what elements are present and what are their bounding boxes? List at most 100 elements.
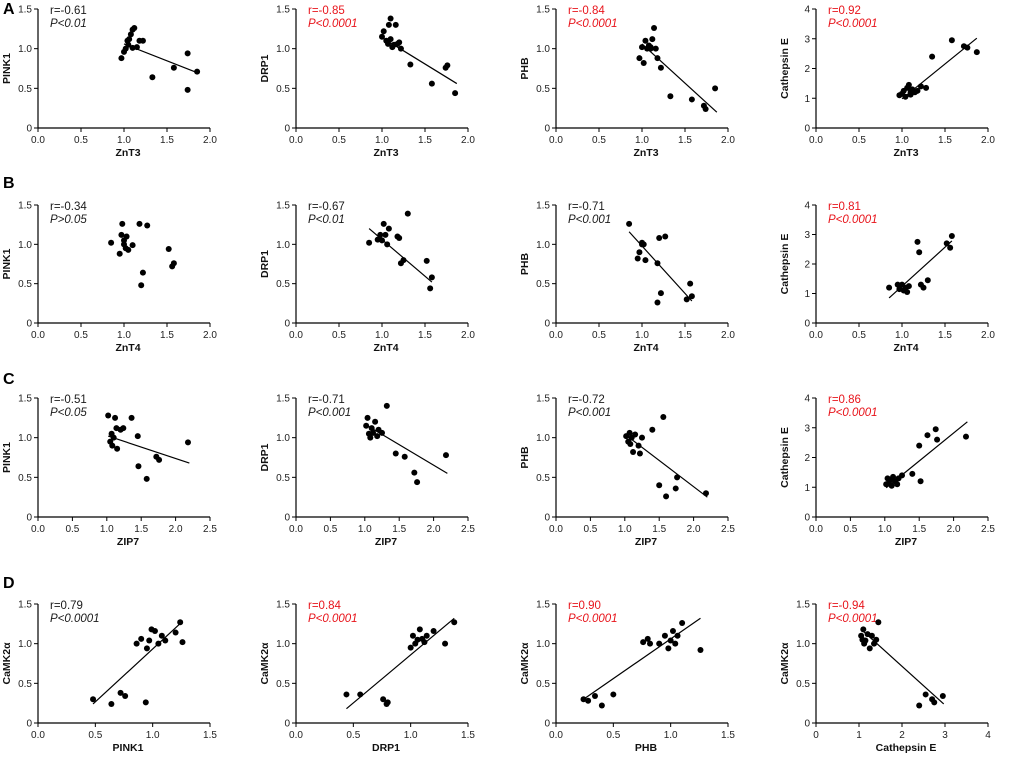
data-point bbox=[943, 240, 950, 247]
x-axis-label: ZnT4 bbox=[633, 342, 658, 354]
data-point bbox=[372, 418, 379, 425]
data-point bbox=[125, 246, 132, 253]
data-point bbox=[136, 220, 143, 227]
x-tick-label: 2.0 bbox=[721, 330, 735, 341]
x-tick-label: 1.5 bbox=[652, 524, 666, 535]
data-point bbox=[636, 450, 643, 457]
data-point bbox=[644, 635, 651, 642]
data-point bbox=[396, 39, 403, 46]
y-tick-label: 1.0 bbox=[276, 44, 290, 55]
p-value: P<0.0001 bbox=[308, 18, 358, 30]
data-point bbox=[660, 414, 667, 421]
data-point bbox=[377, 231, 384, 238]
data-point bbox=[423, 632, 430, 639]
data-point bbox=[688, 96, 695, 103]
data-point bbox=[397, 45, 404, 52]
y-axis-label: DRP1 bbox=[259, 443, 271, 471]
data-point bbox=[143, 475, 150, 482]
y-axis-label: CaMK2α bbox=[1, 642, 13, 685]
data-point bbox=[923, 84, 930, 91]
chart-b3: 0.0 0.5 1.0 1.5 2.0 0 0.5 1.0 1.5 ZnT4 PHB r=-0.71P… bbox=[519, 201, 735, 355]
data-point bbox=[922, 691, 929, 698]
y-tick-label: 1.5 bbox=[18, 394, 32, 405]
x-tick-label: 0.0 bbox=[809, 524, 823, 535]
y-tick-label: 1.0 bbox=[18, 44, 32, 55]
data-point bbox=[387, 15, 394, 22]
correlation-r: r=0.86 bbox=[828, 394, 861, 406]
y-tick-label: 4 bbox=[804, 201, 810, 212]
data-point bbox=[114, 445, 121, 452]
x-tick-label: 0.0 bbox=[289, 135, 303, 146]
data-point bbox=[654, 55, 661, 62]
x-tick-label: 1.0 bbox=[404, 730, 418, 741]
data-point bbox=[380, 220, 387, 227]
data-point bbox=[387, 36, 394, 43]
data-point bbox=[916, 249, 923, 256]
data-point bbox=[894, 481, 901, 488]
y-tick-label: 1.0 bbox=[276, 240, 290, 251]
x-axis-label: PHB bbox=[635, 742, 658, 754]
y-axis-label: Cathepsin E bbox=[779, 234, 791, 295]
x-tick-label: 0.5 bbox=[852, 330, 866, 341]
data-point bbox=[931, 699, 938, 706]
data-point bbox=[151, 627, 158, 634]
data-point bbox=[640, 639, 647, 646]
y-tick-label: 0.5 bbox=[276, 84, 290, 95]
y-tick-label: 0.5 bbox=[536, 279, 550, 290]
x-axis-label: ZnT4 bbox=[115, 342, 140, 354]
data-point bbox=[866, 645, 873, 652]
p-value: P<0.0001 bbox=[828, 214, 878, 226]
data-point bbox=[383, 402, 390, 409]
data-point bbox=[639, 44, 645, 51]
data-point bbox=[636, 249, 643, 256]
y-tick-label: 1.5 bbox=[276, 600, 290, 611]
x-tick-label: 1 bbox=[856, 730, 862, 741]
data-point bbox=[649, 426, 656, 433]
p-value: P<0.05 bbox=[50, 407, 87, 419]
data-point bbox=[663, 493, 670, 500]
x-tick-label: 0.0 bbox=[549, 730, 563, 741]
data-point bbox=[380, 28, 387, 35]
data-point bbox=[909, 470, 916, 477]
x-tick-label: 2 bbox=[899, 730, 905, 741]
data-point bbox=[142, 699, 149, 706]
y-tick-label: 1.0 bbox=[276, 433, 290, 444]
data-point bbox=[667, 93, 674, 100]
x-tick-label: 4 bbox=[985, 730, 991, 741]
data-point bbox=[657, 64, 664, 71]
data-point bbox=[672, 485, 679, 492]
data-point bbox=[654, 260, 661, 267]
data-point bbox=[407, 61, 414, 68]
y-axis-label: PINK1 bbox=[1, 53, 13, 84]
y-tick-label: 1.5 bbox=[536, 201, 550, 212]
y-tick-label: 1.5 bbox=[276, 394, 290, 405]
data-point bbox=[133, 640, 140, 647]
panel-letter-a: A bbox=[3, 1, 15, 18]
data-point bbox=[914, 238, 921, 245]
data-point bbox=[122, 693, 129, 700]
data-point bbox=[636, 55, 643, 62]
data-point bbox=[683, 296, 690, 303]
x-tick-label: 1.5 bbox=[418, 135, 432, 146]
y-tick-label: 1.0 bbox=[18, 639, 32, 650]
y-tick-label: 1.5 bbox=[536, 600, 550, 611]
data-point bbox=[379, 33, 385, 40]
y-axis-label: CaMK2α bbox=[779, 642, 791, 685]
x-tick-label: 1.5 bbox=[721, 730, 735, 741]
y-tick-label: 0 bbox=[804, 719, 810, 730]
y-tick-label: 0 bbox=[26, 513, 32, 524]
y-tick-label: 1.0 bbox=[18, 240, 32, 251]
data-point bbox=[964, 44, 971, 51]
data-point bbox=[868, 632, 875, 639]
y-tick-label: 2 bbox=[804, 260, 810, 271]
data-point bbox=[117, 689, 124, 696]
data-point bbox=[886, 284, 893, 291]
p-value: P<0.0001 bbox=[828, 18, 878, 30]
x-tick-label: 1.0 bbox=[618, 524, 632, 535]
data-point bbox=[687, 280, 694, 287]
x-tick-label: 0 bbox=[813, 730, 819, 741]
data-point bbox=[914, 87, 921, 94]
data-point bbox=[414, 479, 421, 486]
correlation-r: r=-0.94 bbox=[828, 600, 865, 612]
data-point bbox=[430, 627, 437, 634]
